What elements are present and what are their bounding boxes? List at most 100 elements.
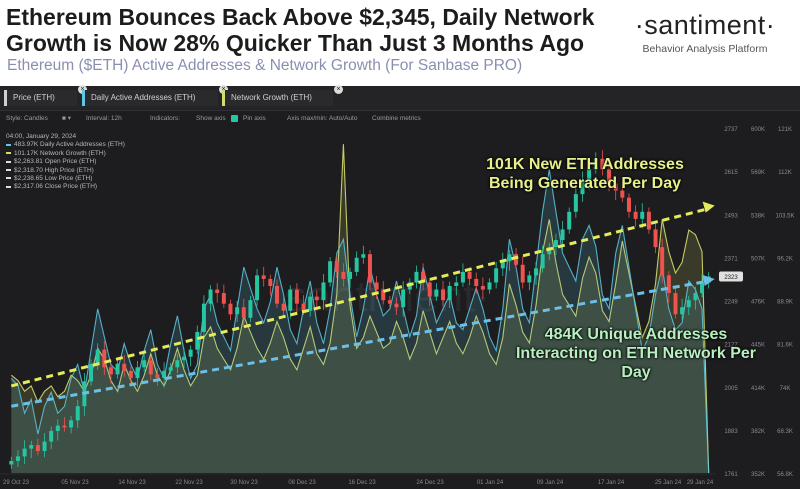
color-swatch-icon[interactable]: ■ ▾ — [62, 115, 71, 122]
candle — [487, 282, 492, 290]
candle — [666, 275, 671, 294]
candle — [95, 349, 100, 364]
metric-tab-bar: Price (ETH) × Daily Active Addresses (ET… — [0, 85, 800, 111]
combine-metrics-button[interactable]: Combine metrics — [372, 115, 421, 122]
close-icon[interactable]: × — [78, 85, 87, 94]
candle — [447, 286, 452, 301]
network-growth-axis-tick: 121K — [778, 127, 792, 133]
candle — [29, 445, 34, 449]
candle — [613, 183, 618, 191]
candle — [560, 229, 565, 241]
candle — [55, 425, 60, 431]
candle — [42, 441, 47, 452]
candle — [514, 254, 519, 265]
network-growth-axis-tick: 74K — [780, 386, 791, 392]
candle — [208, 289, 213, 304]
active-addresses-axis-tick: 476K — [751, 300, 765, 306]
candle — [527, 275, 532, 283]
candle — [540, 254, 545, 269]
network-growth-area — [11, 144, 709, 473]
candle — [314, 296, 319, 301]
tab-network-growth[interactable]: Network Growth (ETH) × — [222, 85, 343, 106]
candle — [573, 194, 578, 212]
active-addresses-area — [11, 169, 709, 473]
price-axis-tick: 2493 — [724, 213, 738, 219]
candle — [620, 190, 625, 198]
candle — [15, 456, 20, 461]
legend-row-high: $2,318.70 High Price (ETH) — [6, 167, 125, 175]
price-axis-tick: 1883 — [724, 429, 738, 435]
price-axis-tick: 2615 — [724, 170, 738, 176]
x-axis-tick: 16 Dec 23 — [348, 480, 376, 486]
candle — [673, 293, 678, 315]
tab-price[interactable]: Price (ETH) × — [4, 85, 87, 106]
candle — [600, 158, 605, 170]
candle — [520, 264, 525, 283]
candle — [261, 275, 266, 279]
chart-plot: ·santiment·27372615249323712249212720051… — [0, 126, 800, 489]
tab-daily-active-addresses[interactable]: Daily Active Addresses (ETH) × — [82, 85, 228, 106]
x-axis-tick: 29 Oct 23 — [3, 480, 30, 486]
x-axis-tick: 30 Nov 23 — [230, 480, 258, 486]
candle — [660, 247, 665, 276]
tab-daa-label: Daily Active Addresses (ETH) — [91, 93, 196, 102]
active-addresses-axis-tick: 352K — [751, 472, 765, 478]
candle — [414, 271, 419, 283]
candle — [281, 303, 286, 311]
page-subtitle: Ethereum ($ETH) Active Addresses & Netwo… — [7, 57, 523, 74]
candle — [394, 303, 399, 308]
price-axis-tick: 2249 — [724, 300, 738, 306]
candle — [427, 282, 432, 297]
annotation-network-growth: 101K New ETH Addresses Being Generated P… — [486, 156, 684, 192]
candle — [288, 289, 293, 311]
price-axis-highlight-bg — [719, 271, 743, 282]
trendline-active-addresses — [11, 279, 709, 408]
candle — [294, 289, 299, 304]
candle — [401, 289, 406, 308]
network-growth-axis-tick: 103.5K — [775, 213, 794, 219]
candle — [361, 254, 366, 258]
candle — [135, 367, 140, 378]
active-addresses-axis-tick: 414K — [751, 386, 765, 392]
show-axis-toggle[interactable]: Show axis — [196, 115, 226, 122]
candle — [434, 289, 439, 297]
candle — [201, 303, 206, 332]
candle — [381, 289, 386, 301]
candle — [640, 211, 645, 219]
candle — [587, 169, 592, 180]
close-icon[interactable]: × — [219, 85, 228, 94]
candle — [441, 289, 446, 301]
candle — [700, 282, 705, 294]
candle — [248, 300, 253, 318]
network-growth-axis-tick: 112K — [778, 170, 792, 176]
candle — [9, 460, 14, 465]
axis-minmax-dropdown[interactable]: Axis max/min: Auto/Auto — [287, 115, 358, 122]
x-axis-tick: 25 Jan 24 — [655, 480, 682, 486]
price-axis-tick: 1761 — [724, 472, 738, 478]
interval-dropdown[interactable]: Interval: 12h — [86, 115, 122, 122]
legend-row-close: $2,317.06 Close Price (ETH) — [6, 183, 125, 191]
style-dropdown[interactable]: Style: Candles — [6, 115, 48, 122]
indicators-dropdown[interactable]: Indicators: — [150, 115, 180, 122]
candle — [175, 360, 180, 368]
price-axis-tick: 2737 — [724, 127, 738, 133]
candle — [507, 254, 512, 262]
candle — [693, 293, 698, 301]
candle — [633, 211, 638, 219]
trendline-active-addresses-arrow — [702, 275, 715, 287]
candle — [387, 300, 392, 304]
candle — [680, 307, 685, 315]
candle — [474, 278, 479, 287]
legend-row-ng: 101.17K Network Growth (ETH) — [6, 150, 125, 158]
close-icon[interactable]: × — [334, 85, 343, 94]
candle — [626, 197, 631, 212]
tab-ng-label: Network Growth (ETH) — [231, 93, 312, 102]
candle — [460, 271, 465, 283]
candle — [75, 406, 80, 421]
candle — [534, 268, 538, 276]
candle — [341, 271, 346, 279]
pin-axis-checkbox[interactable] — [231, 112, 238, 126]
candle — [580, 179, 585, 195]
candle — [334, 261, 339, 272]
page-title: Ethereum Bounces Back Above $2,345, Dail… — [6, 4, 595, 56]
